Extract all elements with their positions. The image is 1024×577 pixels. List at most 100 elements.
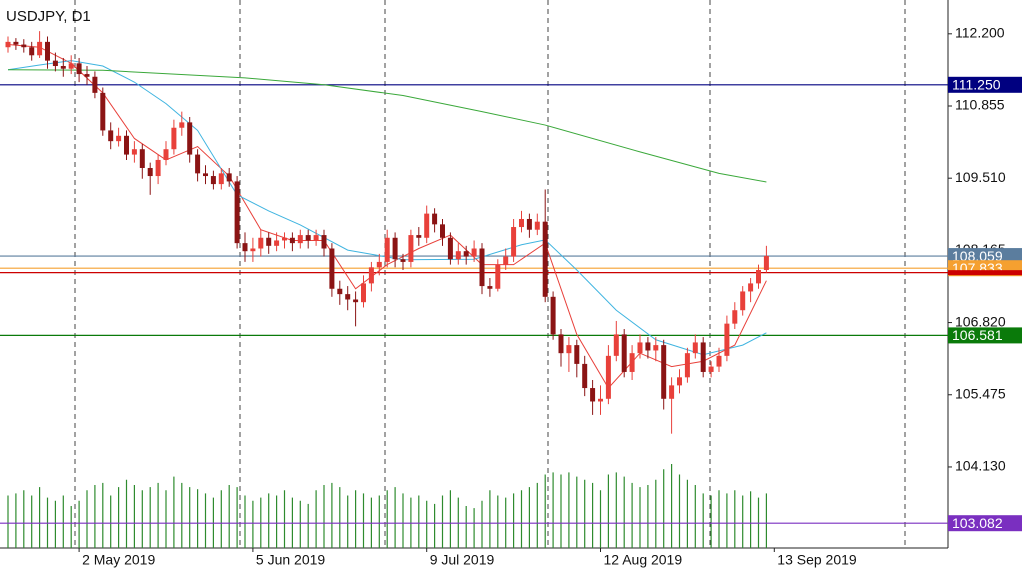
candle-body xyxy=(455,251,461,260)
candle-body xyxy=(669,385,675,399)
candle-body xyxy=(266,237,272,246)
candle-body xyxy=(124,135,129,155)
level-tag xyxy=(948,248,1022,265)
candle-body xyxy=(84,74,90,77)
candle-body xyxy=(598,398,603,402)
candle-body xyxy=(289,237,295,244)
candle-body xyxy=(495,264,501,289)
candle-body xyxy=(187,122,193,155)
candle-body xyxy=(337,288,343,295)
candle-body xyxy=(313,235,319,241)
candle-body xyxy=(29,47,35,56)
candle-body xyxy=(574,345,580,364)
chart-title: USDJPY, D1 xyxy=(6,8,91,25)
candle-body xyxy=(416,235,422,238)
period-separators xyxy=(74,0,906,548)
x-tick-label: 2 May 2019 xyxy=(82,552,155,568)
candle-body xyxy=(203,173,208,177)
candle-body xyxy=(487,286,493,289)
y-tick-label: 109.510 xyxy=(955,169,1006,185)
x-tick-label: 13 Sep 2019 xyxy=(777,552,857,568)
candle-body xyxy=(258,237,264,249)
candle-body xyxy=(582,363,588,389)
candle-body xyxy=(218,173,224,185)
candle-body xyxy=(534,221,540,230)
candle-body xyxy=(621,334,627,372)
candle-body xyxy=(653,345,659,351)
candle-body xyxy=(613,334,619,356)
candle-body xyxy=(52,60,58,67)
candle-body xyxy=(5,41,11,48)
candle-body xyxy=(566,345,572,354)
candle-body xyxy=(519,218,524,228)
candle-body xyxy=(234,181,240,244)
x-tick-label: 12 Aug 2019 xyxy=(604,552,683,568)
candle-body xyxy=(345,294,351,300)
candle-body xyxy=(45,41,50,61)
candle-body xyxy=(321,235,327,249)
candle-body xyxy=(242,243,248,252)
candle-body xyxy=(361,283,366,303)
candle-body xyxy=(392,237,398,260)
level-tag xyxy=(948,270,1022,276)
candle-body xyxy=(684,353,690,378)
candle-body xyxy=(195,154,201,174)
moving-average xyxy=(7,60,767,356)
candle-body xyxy=(13,41,19,45)
candle-body xyxy=(629,353,635,372)
candle-body xyxy=(68,63,74,69)
level-label: 108.059 xyxy=(952,248,1003,264)
candle-body xyxy=(329,248,335,289)
candle-body xyxy=(463,251,469,257)
candle-body xyxy=(400,259,406,262)
candle-body xyxy=(542,221,548,297)
candle-body xyxy=(353,299,359,303)
candle-body xyxy=(724,323,730,356)
candle-body xyxy=(677,377,682,386)
candle-body xyxy=(297,235,303,244)
candle-body xyxy=(76,63,82,75)
candle-body xyxy=(274,240,280,246)
candle-body xyxy=(763,256,769,270)
candle-body xyxy=(305,235,311,241)
level-label: 103.082 xyxy=(952,515,1003,531)
candle-body xyxy=(210,176,216,185)
candle-body xyxy=(447,237,453,260)
candle-body xyxy=(748,283,754,292)
candle-body xyxy=(637,342,643,354)
level-tag xyxy=(948,515,1022,532)
y-tick-label: 112.200 xyxy=(955,25,1005,41)
candle-body xyxy=(503,256,509,265)
y-tick-label: 104.130 xyxy=(955,458,1006,474)
candle-body xyxy=(692,342,698,354)
candle-body xyxy=(155,159,161,177)
candle-body xyxy=(740,291,746,311)
candle-body xyxy=(408,235,414,262)
y-tick-label: 105.475 xyxy=(955,385,1006,401)
candle-body xyxy=(716,355,722,367)
candle-body xyxy=(116,135,122,142)
level-tag xyxy=(948,327,1022,344)
candle-body xyxy=(368,267,374,284)
level-label: 106.581 xyxy=(952,327,1003,343)
candle-body xyxy=(131,149,137,155)
candle-body xyxy=(432,213,438,225)
candle-body xyxy=(645,342,651,351)
candle-body xyxy=(163,149,169,160)
candle-body xyxy=(250,248,256,252)
candle-body xyxy=(605,355,611,399)
candle-body xyxy=(376,261,382,268)
candle-body xyxy=(179,122,185,128)
candle-body xyxy=(479,248,485,287)
candle-body xyxy=(511,227,517,257)
candle-body xyxy=(60,66,66,69)
candle-body xyxy=(384,237,390,262)
candle-body xyxy=(424,213,430,238)
candle-body xyxy=(171,127,177,150)
candle-body xyxy=(21,44,27,48)
candle-body xyxy=(440,224,445,238)
candle-body xyxy=(708,366,714,372)
candle-body xyxy=(139,149,145,168)
